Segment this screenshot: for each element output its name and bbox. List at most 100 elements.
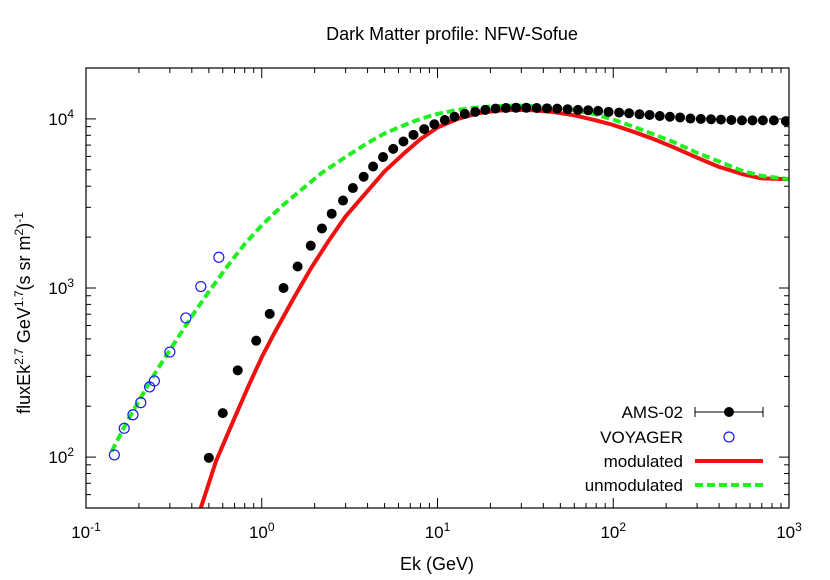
data-point-AMS-02 [562, 104, 573, 115]
x-tick-exp: 1 [444, 520, 451, 534]
data-point-AMS-02 [459, 108, 470, 119]
x-tick-exp: 0 [268, 520, 275, 534]
data-point-AMS-02 [654, 111, 665, 122]
x-tick-exp: -1 [90, 520, 101, 534]
data-point-AMS-02 [449, 111, 460, 122]
y-tick-exp: 3 [67, 276, 74, 290]
data-point-VOYAGER [127, 409, 139, 421]
y-tick-base: 10 [48, 448, 67, 467]
data-point-VOYAGER [108, 449, 120, 461]
data-point-AMS-02 [572, 104, 583, 115]
data-point-AMS-02 [542, 103, 553, 114]
data-point-AMS-02 [203, 452, 214, 463]
data-point-AMS-02 [408, 129, 419, 140]
data-point-AMS-02 [490, 103, 501, 114]
data-point-AMS-02 [715, 114, 726, 125]
x-tick-base: 10 [425, 523, 444, 542]
x-tick-label: 100 [249, 520, 275, 542]
data-point-AMS-02 [278, 283, 289, 293]
data-point-AMS-02 [378, 152, 389, 163]
x-tick-label: 103 [776, 520, 802, 542]
data-point-AMS-02 [583, 105, 594, 116]
x-tick-exp: 3 [795, 520, 802, 534]
series-lines [109, 103, 789, 508]
y-tick-base: 10 [48, 279, 67, 298]
data-point-AMS-02 [675, 112, 686, 123]
data-point-AMS-02 [439, 115, 450, 126]
data-point-AMS-02 [251, 335, 262, 346]
data-point-AMS-02 [388, 143, 399, 154]
data-point-AMS-02 [531, 103, 542, 114]
data-point-AMS-02 [521, 102, 532, 113]
y-label-part-7: -1 [12, 212, 26, 223]
data-point-AMS-02 [292, 261, 303, 272]
data-point-AMS-02 [511, 102, 522, 113]
x-tick-base: 10 [600, 523, 619, 542]
data-point-VOYAGER [195, 280, 207, 293]
y-label-part-3: 1.7 [12, 290, 26, 307]
data-point-VOYAGER [148, 375, 160, 387]
data-point-AMS-02 [593, 105, 604, 116]
legend-marker-AMS-02 [724, 407, 734, 417]
data-point-AMS-02 [726, 115, 737, 126]
legend-label-VOYAGER: VOYAGER [600, 428, 683, 447]
x-tick-label: 10-1 [71, 520, 101, 542]
x-tick-label: 101 [425, 520, 451, 542]
x-tick-label: 102 [600, 520, 626, 542]
x-tick-exp: 2 [619, 520, 626, 534]
y-label-part-5: 2 [12, 228, 26, 235]
y-tick-base: 10 [48, 110, 67, 129]
series-points [108, 102, 789, 463]
data-point-AMS-02 [695, 113, 706, 124]
legend-label-modulated: modulated [604, 452, 683, 471]
chart-title: Dark Matter profile: NFW-Sofue [326, 24, 578, 44]
data-point-AMS-02 [747, 115, 758, 126]
data-point-AMS-02 [326, 208, 337, 219]
data-point-AMS-02 [368, 161, 379, 172]
data-point-AMS-02 [757, 115, 768, 126]
data-point-AMS-02 [780, 116, 789, 127]
data-point-AMS-02 [305, 240, 316, 251]
data-point-VOYAGER [135, 397, 147, 409]
data-point-VOYAGER [118, 422, 130, 434]
legend-label-AMS-02: AMS-02 [622, 403, 683, 422]
data-point-AMS-02 [398, 136, 409, 147]
data-point-AMS-02 [603, 106, 614, 117]
data-point-VOYAGER [213, 251, 225, 263]
data-point-AMS-02 [429, 119, 440, 130]
data-point-AMS-02 [232, 365, 243, 376]
data-point-AMS-02 [316, 223, 327, 234]
data-point-AMS-02 [706, 114, 717, 125]
y-tick-exp: 2 [67, 445, 74, 459]
data-point-AMS-02 [217, 408, 228, 419]
series-line-modulated [198, 107, 789, 508]
data-point-AMS-02 [664, 111, 675, 122]
y-tick-label: 102 [48, 445, 74, 467]
data-point-AMS-02 [500, 103, 511, 114]
x-tick-base: 10 [776, 523, 795, 542]
data-point-AMS-02 [419, 124, 430, 135]
data-point-AMS-02 [358, 171, 369, 182]
y-tick-label: 104 [48, 107, 74, 129]
data-point-AMS-02 [338, 195, 349, 206]
data-point-VOYAGER [164, 346, 176, 358]
data-point-AMS-02 [347, 183, 358, 194]
data-point-AMS-02 [264, 308, 275, 319]
y-label-part-1: 2.7 [12, 348, 26, 365]
data-point-AMS-02 [480, 104, 491, 115]
data-point-AMS-02 [644, 109, 655, 120]
data-point-AMS-02 [736, 115, 747, 126]
data-point-AMS-02 [624, 108, 635, 119]
y-label-part-0: fluxEk [14, 364, 34, 414]
y-label-part-2: GeV [14, 307, 34, 348]
plot-frame [85, 67, 790, 509]
y-axis-label: fluxEk2.7 GeV1.7(s sr m2)-1 [12, 212, 34, 414]
y-tick-exp: 4 [67, 107, 74, 121]
data-point-VOYAGER [180, 312, 192, 324]
data-point-AMS-02 [634, 109, 645, 120]
legend: AMS-02 VOYAGER modulated unmodulated [585, 403, 764, 495]
y-label-part-4: (s sr m [14, 235, 34, 290]
data-point-AMS-02 [768, 115, 779, 126]
x-tick-base: 10 [71, 523, 90, 542]
